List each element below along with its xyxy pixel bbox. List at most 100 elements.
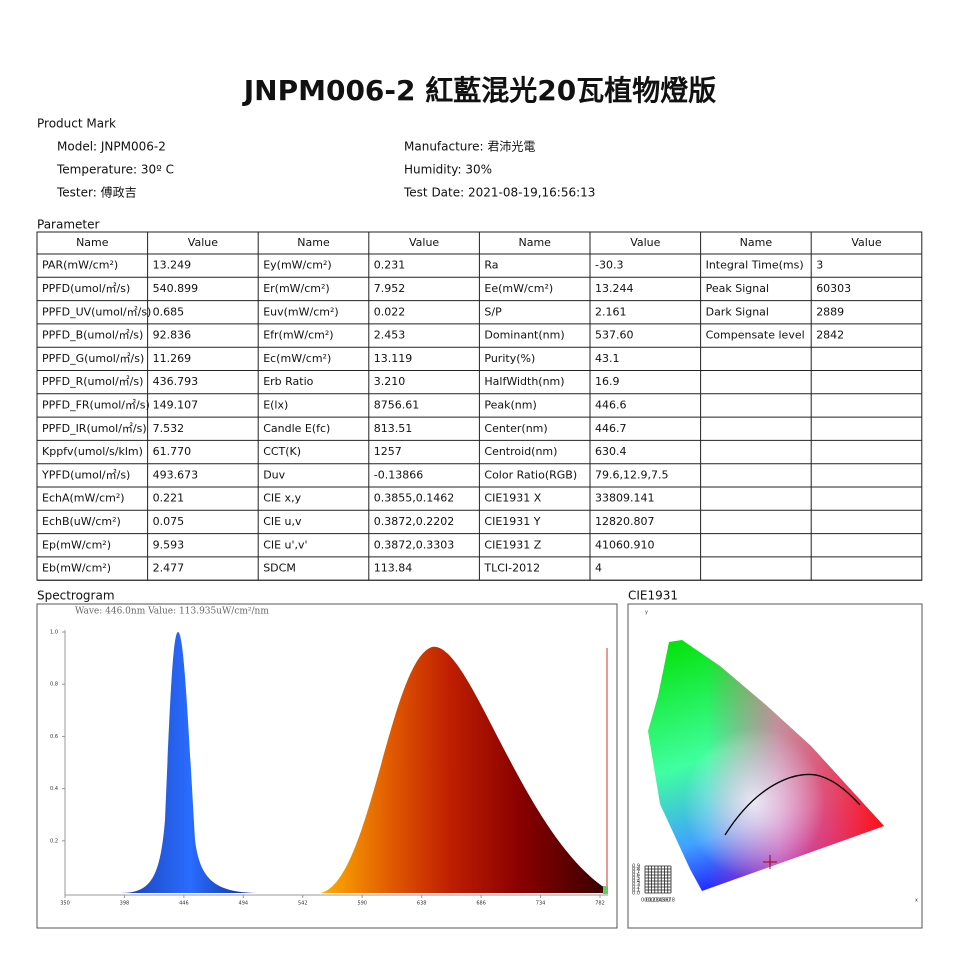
cell: 13.249	[153, 259, 192, 272]
cell: Eb(mW/cm²)	[42, 562, 111, 575]
y-tick-label: 0.9	[632, 864, 640, 870]
x-tick-label: 542	[298, 901, 308, 907]
x-tick-label: 0.5	[657, 898, 665, 904]
cell: Ey(mW/cm²)	[263, 259, 332, 272]
cell: Center(nm)	[484, 422, 547, 435]
cell: 0.231	[374, 259, 406, 272]
cell: EchA(mW/cm²)	[42, 492, 125, 505]
y-tick-label: 0.6	[632, 873, 640, 879]
x-tick-label: 638	[417, 901, 427, 907]
cell: Peak Signal	[706, 282, 769, 295]
y-tick-label: 0.3	[632, 882, 640, 888]
cell: E(lx)	[263, 398, 288, 411]
cell: CIE u,v	[263, 515, 302, 528]
x-tick-label: 350	[60, 901, 70, 907]
blue-peak	[120, 632, 260, 893]
header-cell: Value	[851, 236, 881, 249]
header-cell: Name	[76, 236, 109, 249]
cell: Compensate level	[706, 329, 805, 342]
cell: 60303	[816, 282, 851, 295]
y-tick-label: 0.2	[632, 885, 640, 891]
cell: 446.6	[595, 398, 627, 411]
cell: 0.3855,0.1462	[374, 492, 454, 505]
cell: S/P	[484, 305, 502, 318]
point	[763, 855, 777, 869]
field: Humidity: 30%	[404, 163, 492, 177]
cell: PPFD_FR(umol/㎡/s)	[42, 398, 150, 411]
cell: 92.836	[153, 329, 192, 342]
cell: PPFD_B(umol/㎡/s)	[42, 329, 143, 342]
cell: PPFD_IR(umol/㎡/s)	[42, 422, 147, 435]
y-tick-label: 0.1	[632, 888, 640, 894]
cell: 79.6,12.9,7.5	[595, 468, 668, 481]
field: Tester: 傅政吉	[56, 186, 137, 200]
caption: Wave: 446.0nm Value: 113.935uW/cm²/nm	[75, 607, 269, 617]
cell: Color Ratio(RGB)	[484, 468, 577, 481]
cell: 2.477	[153, 562, 185, 575]
cell: HalfWidth(nm)	[484, 375, 564, 388]
x-tick-label: 446	[179, 901, 189, 907]
x-tick-label: 734	[536, 901, 546, 907]
cell: CIE1931 Z	[484, 538, 541, 551]
cell: 7.952	[374, 282, 406, 295]
cell: Kppfv(umol/s/klm)	[42, 445, 143, 458]
y-tick-label: 0.2	[50, 838, 58, 844]
x-tick-label: 686	[476, 901, 486, 907]
x-tick-label: 590	[357, 901, 367, 907]
cell: Peak(nm)	[484, 398, 536, 411]
cell: PPFD_R(umol/㎡/s)	[42, 375, 143, 388]
gamut-white	[648, 640, 884, 891]
section-label: CIE1931	[628, 589, 678, 603]
field: Manufacture: 君沛光電	[404, 140, 535, 154]
cell: 0.075	[153, 515, 185, 528]
x-tick-label: 0.0	[641, 898, 649, 904]
header-cell: Name	[297, 236, 330, 249]
cell: Erb Ratio	[263, 375, 313, 388]
title: JNPM006-2 紅藍混光20瓦植物燈版	[242, 74, 717, 107]
y-tick-label: 0.6	[50, 734, 58, 740]
cell: 0.685	[153, 305, 185, 318]
y-tick-label: 0.4	[50, 786, 58, 792]
cell: Efr(mW/cm²)	[263, 329, 333, 342]
x-tick-label: 782	[595, 901, 605, 907]
cell: 436.793	[153, 375, 199, 388]
cell: Candle E(fc)	[263, 422, 330, 435]
cell: TLCI-2012	[483, 562, 540, 575]
field: Temperature: 30º C	[56, 163, 174, 177]
cell: Purity(%)	[484, 352, 535, 365]
cell: 43.1	[595, 352, 620, 365]
cell: 7.532	[153, 422, 185, 435]
cell: EchB(uW/cm²)	[42, 515, 121, 528]
cell: 113.84	[374, 562, 413, 575]
cell: 540.899	[153, 282, 199, 295]
cell: 0.022	[374, 305, 406, 318]
cell: 0.221	[153, 492, 185, 505]
x-axis-label: x	[915, 898, 918, 904]
cell: Euv(mW/cm²)	[263, 305, 339, 318]
cell: Dark Signal	[706, 305, 769, 318]
cell: 2842	[816, 329, 844, 342]
cell: 4	[595, 562, 602, 575]
y-tick-label: 0.8	[50, 682, 58, 688]
cell: CCT(K)	[263, 445, 301, 458]
cell: 0.3872,0.2202	[374, 515, 454, 528]
cell: Ra	[484, 259, 498, 272]
x-tick-label: 398	[120, 901, 130, 907]
cell: PPFD_G(umol/㎡/s)	[42, 352, 144, 365]
cell: 13.119	[374, 352, 413, 365]
cell: Integral Time(ms)	[706, 259, 804, 272]
cell: 9.593	[153, 538, 185, 551]
cell: PPFD_UV(umol/㎡/s)	[42, 305, 151, 318]
field: Test Date: 2021-08-19,16:56:13	[403, 186, 595, 200]
x-tick-label: 0.1	[644, 898, 652, 904]
cell: Dominant(nm)	[484, 329, 564, 342]
marker	[603, 886, 608, 894]
section-label: Spectrogram	[37, 589, 115, 603]
header-cell: Name	[518, 236, 551, 249]
cell: SDCM	[263, 562, 296, 575]
cell: PAR(mW/cm²)	[42, 259, 118, 272]
cell: 41060.910	[595, 538, 655, 551]
x-tick-label: 0.7	[664, 898, 672, 904]
